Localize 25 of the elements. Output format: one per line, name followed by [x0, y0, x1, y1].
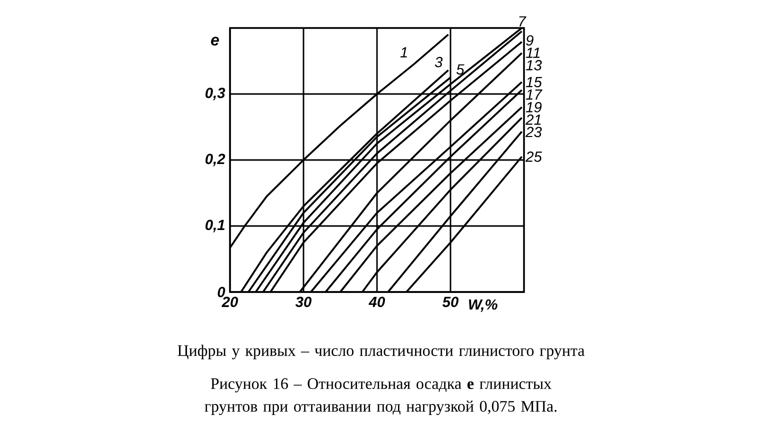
- series-label: 1: [400, 47, 407, 58]
- x-tick-label: 30: [295, 296, 312, 308]
- series-label: 15: [526, 77, 542, 88]
- x-tick-label: 50: [442, 296, 459, 308]
- y-tick-label: 0,2: [206, 154, 226, 166]
- y-tick-label: 0,1: [206, 220, 224, 232]
- series-label: 9: [526, 35, 534, 46]
- x-axis-title: W,%: [468, 299, 498, 312]
- series-label: 19: [526, 102, 542, 112]
- series-label: 7: [519, 16, 526, 26]
- x-tick-label: 20: [222, 296, 238, 308]
- series-label: 23: [526, 126, 542, 138]
- series-label: 13: [526, 60, 542, 70]
- series-label: 17: [526, 89, 542, 100]
- text: Цифры у кривых – число пластичности глинистого грунта: [178, 344, 585, 360]
- y-tick-label: 0,3: [206, 88, 226, 100]
- y-axis-title: e: [211, 36, 219, 46]
- series-label: 5: [456, 64, 464, 75]
- x-tick-label: 40: [368, 296, 386, 308]
- text: Рисунок 16 – Относительная осадка e глинистых грунтов при оттаивании под нагрузкой 0,075 МПа.: [204, 378, 556, 416]
- series-label: 3: [434, 56, 443, 68]
- series-label: 21: [526, 114, 541, 125]
- y-tick-label: 0: [218, 286, 226, 298]
- series-label: 25: [526, 152, 542, 162]
- series-label: 11: [526, 48, 540, 58]
